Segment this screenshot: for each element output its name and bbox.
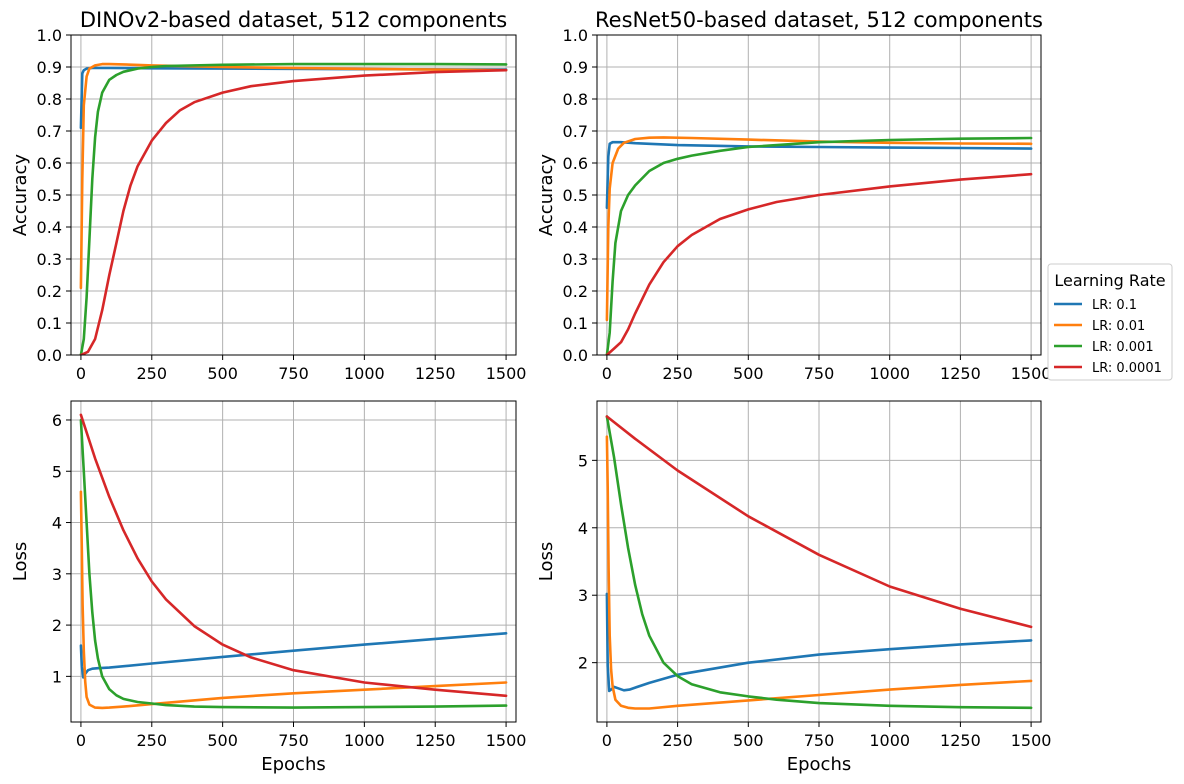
x-tick-label: 1250 (415, 364, 456, 383)
y-tick-label: 5 (52, 462, 62, 481)
y-tick-label: 0.2 (563, 282, 588, 301)
y-tick-label: 1.0 (563, 26, 588, 45)
dino-loss-series-lr-0-0001 (79, 413, 508, 698)
dino-loss-axes: 0 250 500 750 1000 1250 1500 1 2 3 4 5 6 Epochs Loss (10, 400, 527, 775)
y-tick-label: 1.0 (37, 26, 62, 45)
legend-item: LR: 0.001 (1054, 340, 1154, 355)
x-tick-label: 250 (137, 364, 168, 383)
x-tick-label: 0 (76, 731, 86, 750)
resnet-acc-ylabel: Accuracy (536, 154, 557, 237)
y-tick-label: 5 (578, 451, 588, 470)
dino-loss-ylabel: Loss (10, 542, 31, 581)
x-tick-label: 0 (602, 364, 612, 383)
resnet-acc-title: ResNet50-based dataset, 512 components (595, 8, 1043, 32)
resnet-loss-axes: 0 250 500 750 1000 1250 1500 2 3 4 5 Epochs Loss (536, 400, 1052, 775)
resnet-loss-ylabel: Loss (536, 542, 557, 581)
y-tick-label: 0.0 (37, 346, 62, 365)
legend-label: LR: 0.01 (1092, 319, 1145, 334)
dino-loss-xlabel: Epochs (261, 754, 326, 775)
resnet-acc-series-lr-0-01 (605, 136, 1033, 322)
resnet-acc-series-lr-0-001 (605, 136, 1033, 355)
legend-item: LR: 0.01 (1054, 319, 1145, 334)
x-tick-label: 1250 (940, 364, 981, 383)
y-tick-label: 0.2 (37, 282, 62, 301)
dino-loss-series-lr-0-01 (79, 490, 508, 710)
x-tick-label: 1000 (869, 731, 910, 750)
y-tick-label: 0.9 (37, 58, 62, 77)
x-tick-label: 1000 (344, 731, 385, 750)
y-tick-label: 0.7 (37, 122, 62, 141)
x-tick-label: 500 (733, 364, 764, 383)
x-tick-label: 250 (137, 731, 168, 750)
x-tick-label: 1250 (415, 731, 456, 750)
y-tick-label: 0.5 (563, 186, 588, 205)
resnet-acc-series-lr-0-1 (605, 140, 1033, 210)
dino-acc-ylabel: Accuracy (10, 154, 31, 237)
y-tick-label: 0.9 (563, 58, 588, 77)
y-tick-label: 0.8 (37, 90, 62, 109)
y-tick-label: 1 (52, 667, 62, 686)
x-tick-label: 1500 (1011, 364, 1052, 383)
y-tick-label: 0.4 (563, 218, 588, 237)
resnet-loss-series-lr-0-0001 (605, 415, 1033, 629)
dino-acc-series-lr-0-001 (79, 62, 508, 355)
x-tick-label: 1000 (344, 364, 385, 383)
legend-box (1047, 263, 1173, 381)
y-tick-label: 0.3 (563, 250, 588, 269)
y-tick-label: 0.4 (37, 218, 62, 237)
y-tick-label: 4 (578, 519, 588, 538)
x-tick-label: 500 (207, 364, 238, 383)
x-tick-label: 1000 (869, 364, 910, 383)
y-tick-label: 0.1 (37, 314, 62, 333)
x-tick-label: 1500 (486, 364, 527, 383)
dino-acc-series-lr-0-0001 (79, 68, 508, 355)
x-tick-label: 1250 (940, 731, 981, 750)
resnet-loss-series-lr-0-1 (605, 592, 1033, 693)
y-tick-label: 0.6 (563, 154, 588, 173)
x-tick-label: 750 (804, 731, 835, 750)
resnet-acc-axes: 0 250 500 750 1000 1250 1500 0.0 0.1 0.2 0.3 0.4 0.5… (536, 8, 1051, 383)
y-tick-label: 3 (578, 586, 588, 605)
legend-label: LR: 0.0001 (1092, 361, 1162, 376)
legend-title: Learning Rate (1054, 271, 1165, 290)
y-tick-label: 0.3 (37, 250, 62, 269)
resnet-acc-series-lr-0-0001 (605, 172, 1033, 355)
resnet-loss-series-lr-0-001 (605, 415, 1033, 710)
legend-label: LR: 0.1 (1092, 298, 1137, 313)
dino-loss-series-lr-0-1 (79, 631, 508, 679)
x-tick-label: 1500 (486, 731, 527, 750)
x-tick-label: 0 (602, 731, 612, 750)
x-tick-label: 750 (278, 364, 309, 383)
y-tick-label: 0.8 (563, 90, 588, 109)
x-tick-label: 750 (804, 364, 835, 383)
y-tick-label: 0.0 (563, 346, 588, 365)
x-tick-label: 500 (733, 731, 764, 750)
dino-loss-series-lr-0-001 (79, 418, 508, 709)
dino-acc-title: DINOv2-based dataset, 512 components (80, 8, 507, 32)
y-tick-label: 0.5 (37, 186, 62, 205)
legend-item: LR: 0.1 (1054, 298, 1137, 313)
y-tick-label: 4 (52, 514, 62, 533)
resnet-loss-series-lr-0-01 (605, 435, 1033, 710)
legend: Learning Rate LR: 0.1 LR: 0.01 LR: 0.001 LR… (1047, 263, 1173, 381)
x-tick-label: 250 (662, 731, 693, 750)
x-tick-label: 750 (278, 731, 309, 750)
x-tick-label: 500 (207, 731, 238, 750)
y-tick-label: 0.1 (563, 314, 588, 333)
dino-acc-series-lr-0-01 (79, 62, 508, 290)
y-tick-label: 6 (52, 411, 62, 430)
y-tick-label: 2 (52, 616, 62, 635)
dino-acc-axes: 0 250 500 750 1000 1250 1500 0.0 0.1 0.2 0.3 0.4 0.5… (10, 8, 526, 383)
y-tick-label: 2 (578, 654, 588, 673)
legend-label: LR: 0.001 (1092, 340, 1154, 355)
y-tick-label: 0.6 (37, 154, 62, 173)
resnet-loss-xlabel: Epochs (787, 754, 852, 775)
y-tick-label: 3 (52, 565, 62, 584)
x-tick-label: 1500 (1011, 731, 1052, 750)
x-tick-label: 0 (76, 364, 86, 383)
legend-item: LR: 0.0001 (1054, 361, 1162, 376)
x-tick-label: 250 (662, 364, 693, 383)
y-tick-label: 0.7 (563, 122, 588, 141)
